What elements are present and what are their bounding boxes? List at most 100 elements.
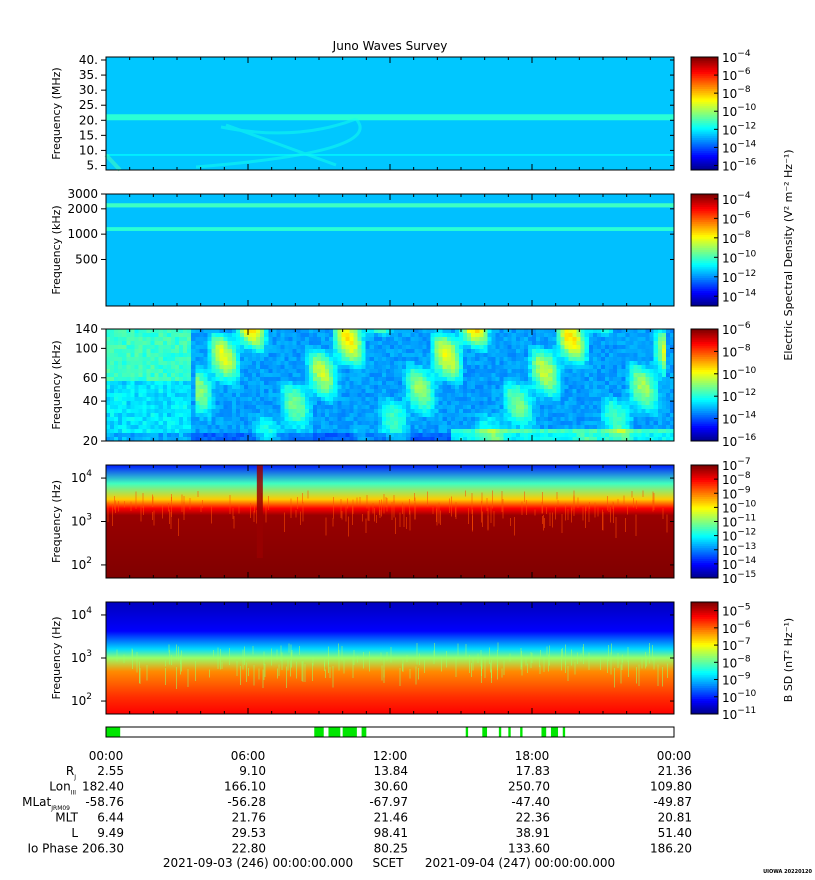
spectrogram-cell	[653, 385, 659, 390]
spectrogram-cell	[203, 397, 208, 402]
spectrogram-cell	[126, 425, 131, 430]
spectrogram-cell	[661, 405, 667, 410]
spectrogram-cell	[463, 345, 468, 350]
spectrogram-cell	[645, 345, 651, 350]
spectrogram-cell	[454, 329, 460, 334]
spectrogram-cell	[560, 361, 565, 366]
spectrogram-cell	[110, 417, 115, 422]
spectrogram-cell	[203, 385, 208, 390]
spectrogram-cell	[527, 429, 533, 434]
spectrogram-cell	[353, 425, 358, 430]
spectrogram-cell	[495, 337, 500, 342]
spectrogram-cell	[442, 417, 448, 422]
spectrogram-cell	[138, 333, 143, 338]
spectrogram-cell	[487, 433, 492, 438]
spectrogram-cell	[106, 413, 111, 418]
spectrogram-cell	[203, 409, 208, 414]
spectrogram-cell	[207, 365, 212, 370]
spectrogram-cell	[394, 361, 399, 366]
spectrogram-cell	[195, 361, 200, 366]
spectrogram-cell	[154, 385, 160, 390]
spectrogram-cell	[292, 401, 298, 406]
spectrogram-cell	[276, 381, 281, 386]
spectrogram-cell	[154, 381, 160, 386]
spectrogram-cell	[215, 397, 220, 402]
colorbar-step	[691, 134, 718, 137]
colorbar-step	[691, 105, 718, 109]
spectrogram-cell	[511, 349, 517, 354]
spectrogram-cell	[519, 393, 525, 398]
spectrogram-cell	[252, 425, 257, 430]
spectrogram-cell	[365, 421, 371, 426]
spectrogram-cell	[284, 389, 289, 394]
spectrogram-cell	[264, 385, 269, 390]
spectrogram-cell	[296, 433, 302, 438]
spectrogram-streak	[152, 496, 154, 507]
colorbar-step	[691, 124, 718, 128]
spectrogram-cell	[316, 369, 322, 374]
spectrogram-cell	[280, 389, 285, 394]
spectrogram-cell	[669, 361, 675, 366]
spectrogram-cell	[122, 393, 127, 398]
spectrogram-cell	[296, 365, 302, 370]
spectrogram-cell	[308, 417, 314, 422]
spectrogram-cell	[146, 433, 152, 438]
spectrogram-cell	[373, 397, 379, 402]
spectrogram-cell	[154, 329, 160, 334]
spectrogram-cell	[544, 361, 549, 366]
colorbar-step	[691, 628, 718, 631]
spectrogram-cell	[430, 337, 436, 342]
spectrogram-cell	[252, 365, 257, 370]
spectrogram-cell	[337, 417, 342, 422]
spectrogram-cell	[235, 429, 241, 434]
spectrogram-cell	[219, 425, 225, 430]
spectrogram-cell	[414, 437, 419, 442]
spectrogram-cell	[130, 429, 135, 434]
spectrogram-cell	[361, 429, 367, 434]
spectrogram-cell	[507, 369, 513, 374]
spectrogram-cell	[231, 357, 237, 362]
spectrogram-cell	[252, 393, 257, 398]
spectrogram-cell	[625, 341, 630, 346]
spectrogram-cell	[446, 373, 452, 378]
colorbar-step	[691, 497, 718, 500]
spectrogram-cell	[479, 329, 484, 334]
spectrogram-cell	[110, 401, 115, 406]
colorbar-step	[691, 268, 718, 272]
spectrogram-cell	[580, 365, 586, 370]
colorbar-tick-label: 10−13	[722, 542, 756, 558]
spectrogram-cell	[475, 393, 480, 398]
spectrogram-cell	[394, 357, 399, 362]
spectrogram-cell	[629, 373, 634, 378]
spectrogram-cell	[341, 393, 346, 398]
spectrogram-cell	[122, 385, 127, 390]
spectrogram-cell	[223, 417, 229, 422]
spectrogram-cell	[613, 389, 618, 394]
spectrogram-cell	[300, 437, 306, 442]
colorbar-step	[691, 362, 718, 365]
y-tick-label: 30.	[79, 83, 98, 97]
spectrogram-cell	[450, 345, 456, 350]
spectrogram-cell	[454, 357, 460, 362]
spectrogram-cell	[385, 421, 391, 426]
spectrogram-cell	[195, 341, 200, 346]
spectrogram-streak	[409, 668, 411, 679]
spectrogram-streaks	[107, 490, 668, 539]
spectrogram-cell	[560, 437, 565, 442]
spectrogram-cell	[114, 365, 119, 370]
spectrogram-cell	[503, 389, 509, 394]
spectrogram-cell	[653, 417, 659, 422]
spectrogram-cell	[146, 437, 152, 442]
spectrogram-streak	[263, 662, 265, 681]
spectrogram-cell	[588, 405, 594, 410]
spectrogram-cell	[657, 433, 663, 438]
colorbar-step	[691, 390, 718, 393]
spectrogram-cell	[576, 421, 582, 426]
spectrogram-cell	[479, 413, 484, 418]
spectrogram-streak	[132, 649, 134, 669]
colorbar-step	[691, 208, 718, 212]
y-tick-label: 3000	[67, 187, 98, 201]
spectrogram-cell	[596, 329, 602, 334]
spectrogram-cell	[629, 433, 634, 438]
